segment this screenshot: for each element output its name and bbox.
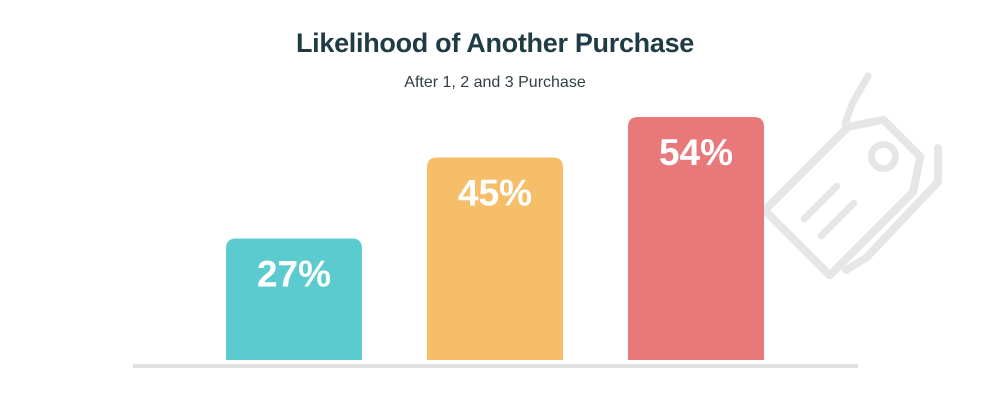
chart-subtitle: After 1, 2 and 3 Purchase [404,74,586,91]
bar-2 [427,157,563,360]
bar-1 [226,238,362,360]
bar-value-label-3: 54% [659,132,733,173]
price-tag-icon [760,72,942,280]
bar-3 [628,117,764,360]
bar-value-label-2: 45% [458,173,532,214]
chart-title: Likelihood of Another Purchase [295,28,695,58]
bar-value-label-1: 27% [257,254,331,295]
